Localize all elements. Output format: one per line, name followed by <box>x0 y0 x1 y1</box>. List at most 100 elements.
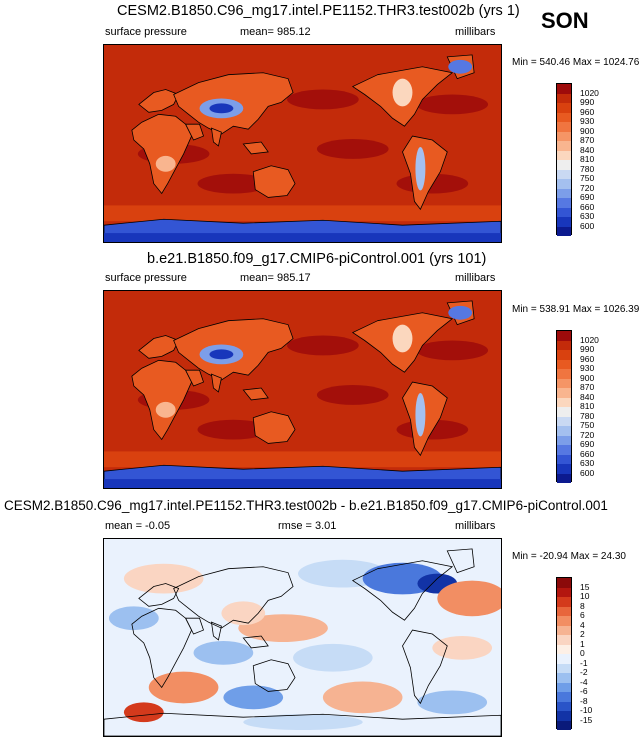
panel-2-minmax: Min = 538.91 Max = 1026.39 <box>512 304 640 315</box>
colorbar-swatch <box>557 435 571 445</box>
colorbar-swatches <box>556 83 572 236</box>
panel-3-title: CESM2.B1850.C96_mg17.intel.PE1152.THR3.t… <box>4 498 608 513</box>
colorbar-tick-label: 810 <box>580 154 595 164</box>
antarctica-outline <box>104 712 501 736</box>
colorbar-swatch <box>557 179 571 189</box>
panel-1-title: CESM2.B1850.C96_mg17.intel.PE1152.THR3.t… <box>117 3 520 19</box>
anomaly-region <box>223 685 284 710</box>
continent <box>252 165 296 198</box>
colorbar-tick-label: 750 <box>580 420 595 430</box>
map-plot <box>104 291 501 488</box>
anomaly-region <box>417 690 488 715</box>
colorbar-swatch <box>557 473 571 483</box>
continent <box>242 387 269 401</box>
colorbar-tick-label: 870 <box>580 135 595 145</box>
colorbar-swatch <box>557 160 571 170</box>
continent-outline <box>173 566 294 629</box>
panel-3-minmax: Min = -20.94 Max = 24.30 <box>512 551 626 562</box>
anomaly-region <box>148 671 219 704</box>
colorbar-tick-label: 720 <box>580 182 595 193</box>
colorbar-swatch <box>557 445 571 455</box>
east-africa-highland <box>155 155 176 172</box>
colorbar-swatch <box>557 198 571 208</box>
colorbar-tick-label: -4 <box>580 676 588 687</box>
colorbar-swatch <box>557 84 571 94</box>
continent-outline <box>351 560 454 621</box>
colorbar-tick-label: -8 <box>580 695 588 706</box>
colorbar-swatch <box>557 644 571 654</box>
antarctic-plateau <box>104 479 501 488</box>
colorbar-swatch <box>557 103 571 113</box>
colorbar-swatch <box>557 122 571 132</box>
anomaly-region <box>432 636 493 660</box>
colorbar-tick-label: 900 <box>580 125 595 136</box>
continent-outline <box>242 635 269 649</box>
continent <box>210 373 222 393</box>
panel-2-title: b.e21.B1850.f09_g17.CMIP6-piControl.001 … <box>147 251 487 267</box>
colorbar-swatch <box>557 141 571 151</box>
colorbar-tick-label: 990 <box>580 344 595 354</box>
continent <box>131 113 192 195</box>
anomaly-region <box>123 702 164 723</box>
high-pressure-cell <box>287 89 359 110</box>
colorbar-tick-label: 750 <box>580 173 595 183</box>
colorbar-swatch <box>557 416 571 426</box>
colorbar-tick-label: 15 <box>580 581 590 592</box>
colorbar-tick-label: 4 <box>580 619 585 630</box>
colorbar-swatch <box>557 226 571 236</box>
panel-2-units-label: millibars <box>455 272 496 284</box>
high-pressure-cell <box>316 385 389 405</box>
colorbar-tick-label: 630 <box>580 211 595 221</box>
panel-1-mean-label: mean= 985.12 <box>240 26 311 38</box>
colorbar-swatch <box>557 711 571 721</box>
colorbar-tick-label: 1020 <box>580 87 599 98</box>
colorbar-tick-label: 10 <box>580 591 590 601</box>
continent-outline <box>184 617 204 635</box>
colorbar-swatch <box>557 578 571 588</box>
andes-highland <box>415 146 426 191</box>
colorbar-tick-label: -15 <box>580 714 593 725</box>
colorbar-swatch <box>557 720 571 730</box>
colorbar-swatch <box>557 587 571 597</box>
andes-highland <box>415 392 426 437</box>
colorbar-tick-label: 780 <box>580 163 595 174</box>
map-plot <box>104 45 501 242</box>
colorbar-swatch <box>557 131 571 141</box>
panel-1-units-label: millibars <box>455 26 496 38</box>
panel-3-map <box>103 538 502 737</box>
antarctic-plateau <box>104 233 501 242</box>
continent-outline <box>446 548 475 574</box>
colorbar-swatch <box>557 426 571 436</box>
colorbar-swatch <box>557 616 571 626</box>
anomaly-region <box>221 601 266 626</box>
season-label: SON <box>541 8 589 33</box>
colorbar-tick-label: 780 <box>580 410 595 421</box>
continent <box>131 359 192 441</box>
colorbar-tick-label: 900 <box>580 372 595 383</box>
panel-2-mean-label: mean= 985.17 <box>240 272 311 284</box>
colorbar-swatch <box>557 682 571 692</box>
colorbar-tick-label: 8 <box>580 600 585 611</box>
anomaly-region <box>193 640 254 665</box>
continent <box>242 141 269 155</box>
colorbar-swatch <box>557 397 571 407</box>
colorbar-tick-label: -6 <box>580 686 588 696</box>
colorbar-tick-label: 810 <box>580 401 595 411</box>
southern-ocean-band <box>104 451 501 468</box>
colorbar-tick-label: 690 <box>580 192 595 202</box>
rockies-highland <box>392 324 413 353</box>
colorbar-swatch <box>557 150 571 160</box>
high-pressure-cell <box>416 340 489 361</box>
colorbar-swatch <box>557 207 571 217</box>
anomaly-region <box>108 606 159 631</box>
panel-3-units-label: millibars <box>455 520 496 532</box>
colorbar-tick-label: 600 <box>580 467 595 478</box>
colorbar-swatch <box>557 597 571 607</box>
colorbar-tick-label: 960 <box>580 106 595 117</box>
colorbar-tick-label: -10 <box>580 705 593 715</box>
colorbar-tick-label: 0 <box>580 648 585 658</box>
high-pressure-cell <box>287 335 359 356</box>
continent <box>184 369 204 387</box>
greenland-ice <box>448 59 473 74</box>
continent <box>184 123 204 141</box>
